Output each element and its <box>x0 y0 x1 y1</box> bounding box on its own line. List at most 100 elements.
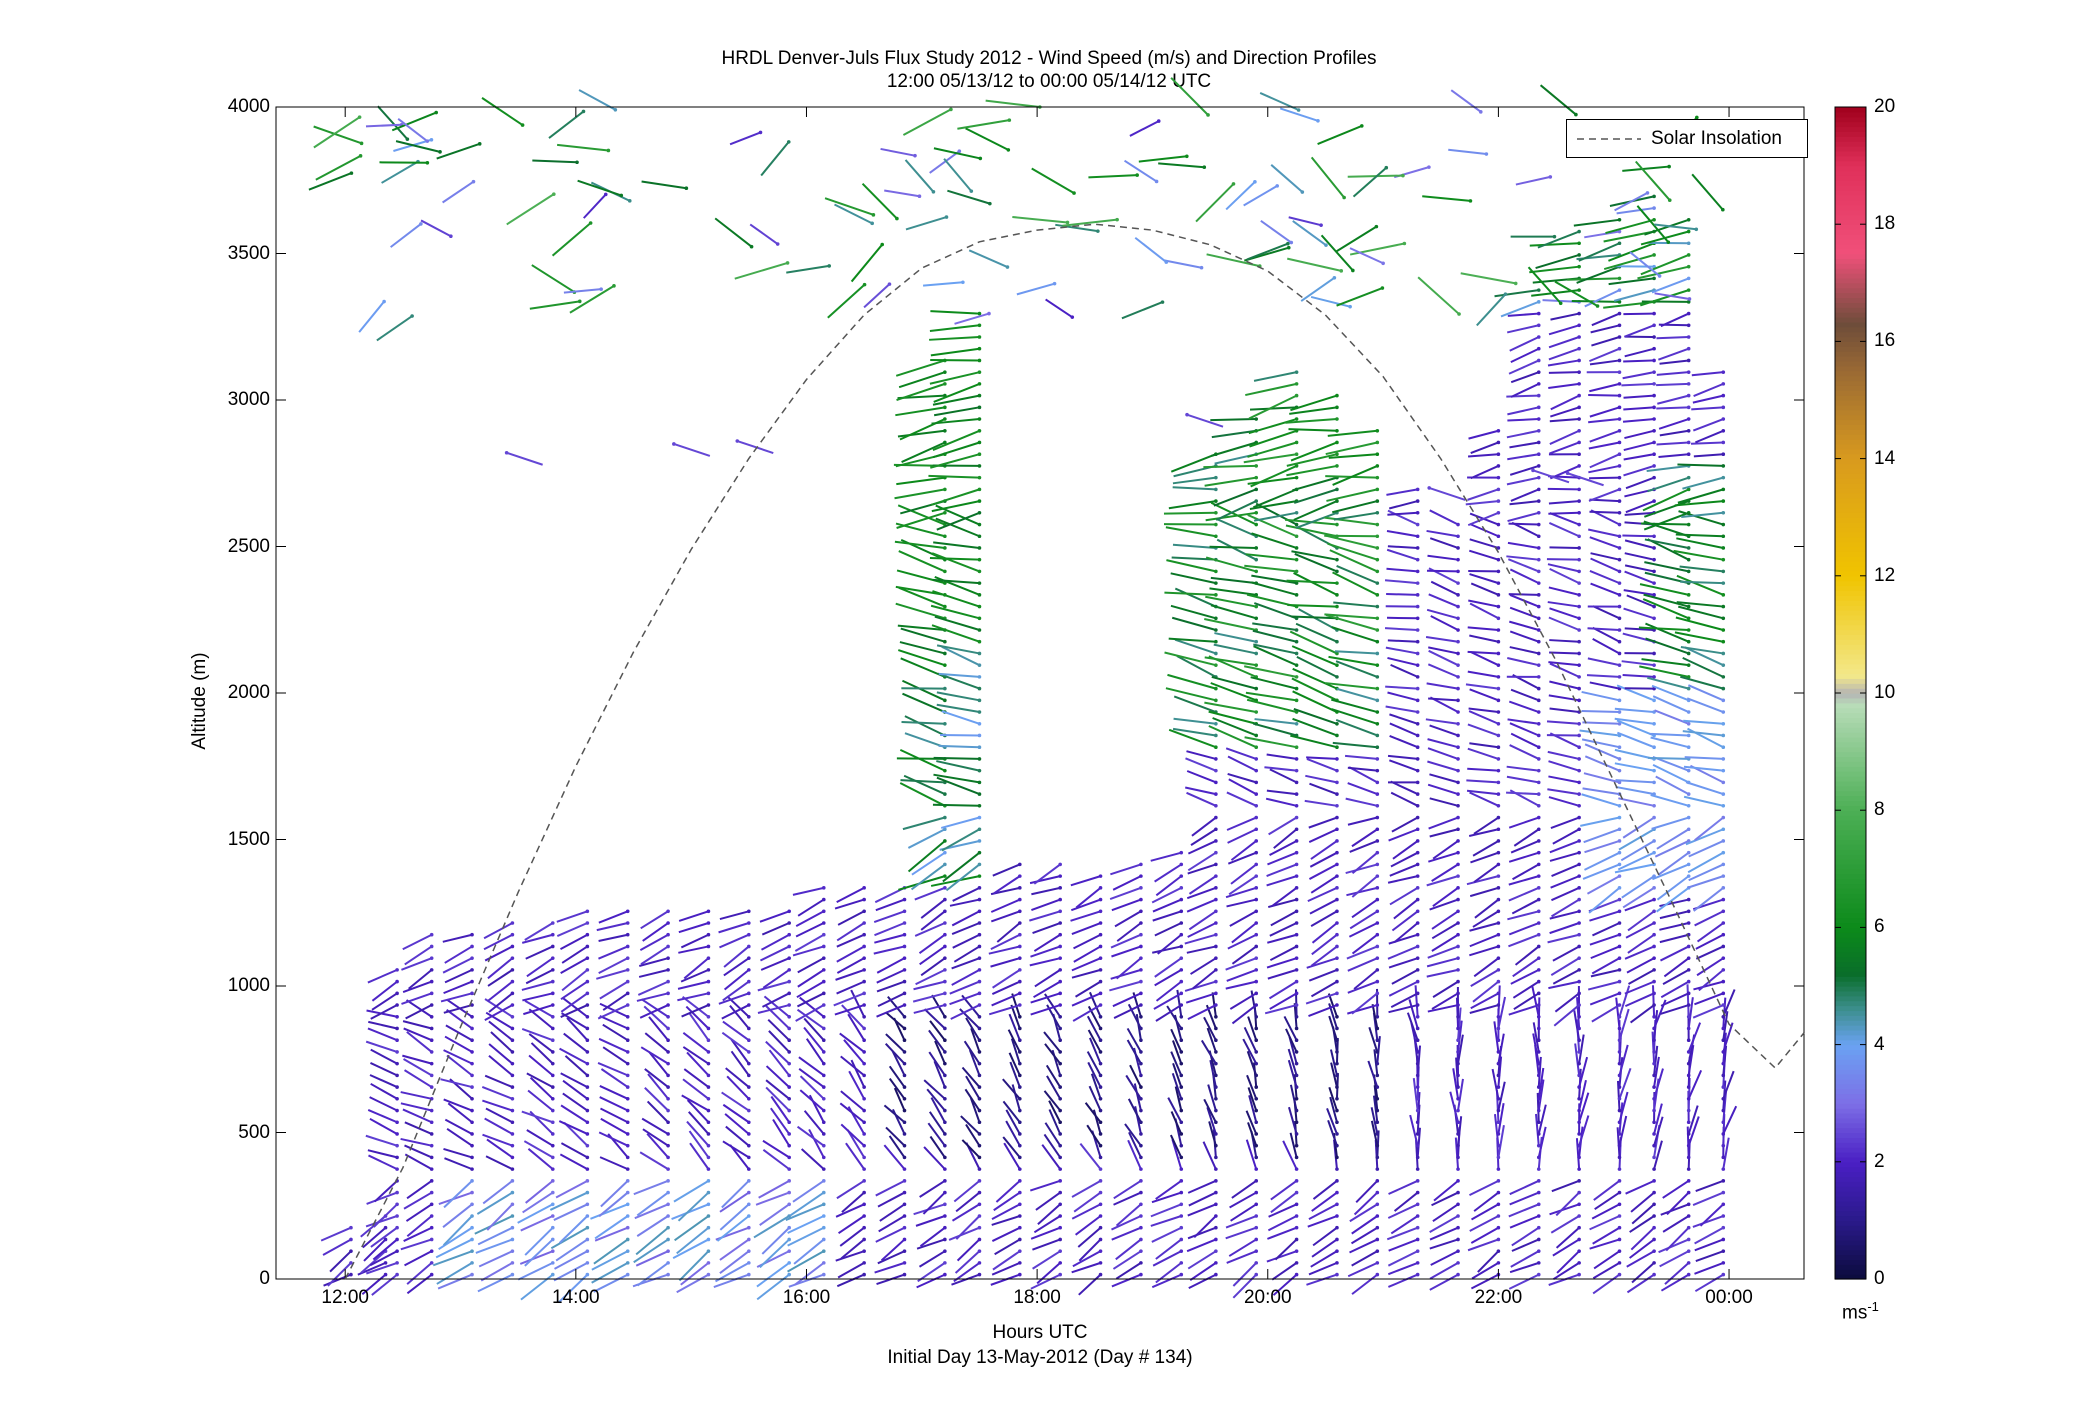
barb-shaft <box>1590 557 1620 573</box>
barb-head <box>1375 804 1380 808</box>
wind-barb <box>874 1261 907 1274</box>
barb-shaft <box>564 1055 589 1077</box>
barb-shaft <box>836 922 865 942</box>
barb-shaft <box>1589 1238 1620 1250</box>
barb-shaft <box>1031 886 1061 896</box>
wind-barb <box>1185 991 1218 1004</box>
wind-barb <box>1310 944 1339 967</box>
barb-shaft <box>935 517 980 538</box>
wind-barb <box>1248 417 1299 435</box>
wind-barb <box>1373 1049 1380 1078</box>
barb-shaft <box>561 945 588 964</box>
barb-shaft <box>1206 1106 1217 1135</box>
barb-head <box>977 932 982 937</box>
barb-head <box>1577 1179 1581 1183</box>
barb-head <box>1496 1073 1501 1078</box>
wind-barb <box>1204 656 1259 667</box>
barb-shaft <box>1589 681 1620 690</box>
barb-shaft <box>1430 580 1459 596</box>
barb-head <box>1617 546 1622 550</box>
barb-head <box>1018 1155 1022 1160</box>
wind-barb <box>373 1202 399 1228</box>
barb-head <box>1294 1050 1299 1054</box>
barb-head <box>943 768 947 773</box>
wind-barb <box>1167 673 1218 691</box>
wind-barb <box>1114 909 1143 928</box>
barb-head <box>585 1026 590 1031</box>
barb-shaft <box>1550 312 1580 321</box>
barb-head <box>1375 757 1380 761</box>
barb-shaft <box>1506 555 1539 561</box>
barb-head <box>1214 909 1218 914</box>
barb-head <box>862 1214 866 1218</box>
barb-head <box>821 1097 826 1101</box>
barb-head <box>1496 698 1501 703</box>
barb-shaft <box>1470 441 1499 454</box>
barb-shaft <box>1204 476 1257 487</box>
barb-shaft <box>938 744 980 749</box>
barb-head <box>977 862 982 867</box>
barb-head <box>1179 1202 1184 1207</box>
wind-barb <box>1243 1026 1259 1054</box>
barb-shaft <box>1386 1226 1419 1241</box>
wind-barb <box>1551 1179 1581 1193</box>
barb-head <box>1536 639 1541 644</box>
wind-barb <box>483 921 515 940</box>
barb-shaft <box>1111 1215 1142 1231</box>
wind-barb <box>1506 475 1541 486</box>
barb-shaft <box>1176 655 1217 678</box>
barb-head <box>1375 569 1380 574</box>
barb-shaft <box>1427 760 1459 772</box>
barb-head <box>383 1272 388 1277</box>
wind-barb <box>1168 728 1218 750</box>
wind-barb <box>1002 1100 1022 1125</box>
barb-head <box>1415 792 1420 796</box>
barb-head <box>1058 909 1062 914</box>
barb-head <box>902 1120 907 1125</box>
barb-shaft <box>1188 1273 1217 1290</box>
barb-head <box>747 1272 751 1277</box>
barb-head <box>1335 932 1339 937</box>
barb-shaft <box>1209 587 1257 596</box>
barb-shaft <box>1387 656 1418 667</box>
barb-head <box>470 1132 474 1136</box>
barb-head <box>1294 1202 1299 1207</box>
wind-barb <box>1427 760 1460 773</box>
barb-shaft <box>320 1226 352 1242</box>
barb-head <box>1617 311 1622 316</box>
barb-shaft <box>1184 933 1217 945</box>
barb-head <box>1139 968 1143 972</box>
barb-shaft <box>1070 898 1101 912</box>
barb-head <box>821 1120 826 1125</box>
wind-barb <box>1584 288 1622 308</box>
wind-barb <box>686 1120 711 1148</box>
wind-barb <box>484 1074 515 1089</box>
wind-barb <box>934 1040 947 1066</box>
barb-shaft <box>1295 622 1338 643</box>
wind-barb <box>1253 511 1299 522</box>
wind-barb <box>1071 956 1103 972</box>
barb-head <box>1536 886 1541 890</box>
barb-head <box>1496 499 1501 503</box>
barb-shaft <box>442 933 473 943</box>
barb-head <box>1375 1108 1380 1113</box>
wind-barb <box>1087 1061 1103 1089</box>
wind-barb <box>1170 1028 1184 1054</box>
barb-head <box>943 511 947 515</box>
barb-shaft <box>1245 382 1297 397</box>
barb-head <box>395 991 399 996</box>
wind-barb <box>1328 655 1380 667</box>
wind-barb <box>1186 944 1218 954</box>
wind-barb <box>1186 770 1218 785</box>
wind-barb <box>930 1097 947 1125</box>
wind-barb <box>1031 897 1062 912</box>
wind-barb <box>1412 1078 1420 1113</box>
barb-shaft <box>1389 863 1419 877</box>
barb-head <box>1294 475 1299 480</box>
barb-shaft <box>1429 509 1459 526</box>
barb-shaft <box>1270 910 1298 927</box>
wind-barb <box>367 1149 399 1160</box>
barb-shaft <box>1168 637 1216 643</box>
barb-shaft <box>838 1215 865 1235</box>
wind-barb <box>1287 603 1339 609</box>
